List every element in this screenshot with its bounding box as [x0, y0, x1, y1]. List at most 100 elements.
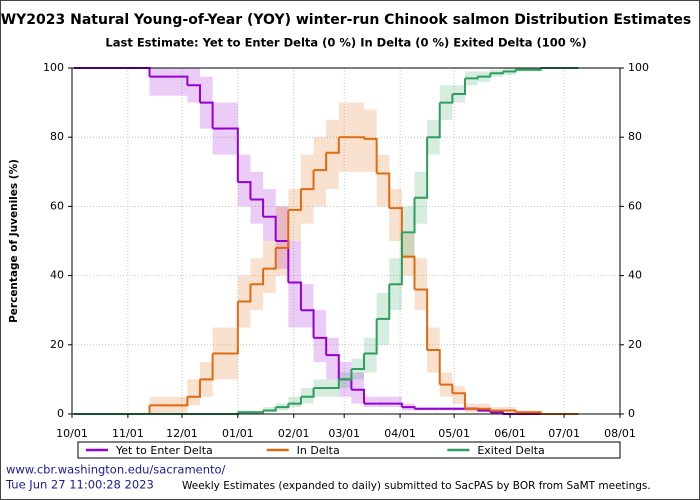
step-line — [326, 137, 340, 154]
footer-url: www.cbr.washington.edu/sacramento/ — [6, 463, 226, 477]
uncertainty-band — [376, 154, 390, 207]
step-line — [225, 127, 239, 183]
y-tick-label: 100 — [43, 61, 64, 74]
step-line — [439, 383, 454, 394]
uncertainty-band — [174, 68, 188, 96]
x-tick-label: 12/01 — [166, 427, 198, 440]
x-tick-label: 01/01 — [222, 427, 254, 440]
step-line — [187, 84, 201, 103]
step-line — [401, 197, 416, 234]
x-tick-label: 04/01 — [384, 427, 416, 440]
step-line — [288, 281, 302, 311]
step-line — [288, 189, 302, 211]
uncertainty-band — [263, 189, 276, 241]
step-line — [225, 301, 239, 355]
step-line — [263, 247, 277, 270]
step-line — [326, 354, 340, 380]
step-line — [364, 318, 378, 355]
step-line — [313, 336, 328, 356]
step-line — [174, 396, 189, 407]
y-tick-label: 60 — [50, 199, 64, 212]
step-line — [477, 73, 492, 78]
y2-tick-label: 60 — [628, 199, 642, 212]
step-line — [275, 403, 290, 409]
step-line — [502, 69, 517, 73]
uncertainty-band — [376, 396, 390, 408]
step-line — [414, 137, 429, 199]
step-line — [439, 93, 454, 104]
y2-tick-label: 80 — [628, 130, 642, 143]
uncertainty-band — [326, 119, 339, 190]
step-line — [389, 402, 403, 408]
step-line — [250, 198, 265, 217]
x-tick-label: 11/01 — [112, 427, 144, 440]
uncertainty-band — [401, 234, 415, 276]
legend-label: Yet to Enter Delta — [115, 444, 213, 457]
step-line — [427, 102, 441, 139]
legend-label: Exited Delta — [477, 444, 544, 457]
step-line — [300, 170, 315, 191]
uncertainty-band — [364, 109, 377, 172]
uncertainty-band — [263, 241, 276, 293]
uncertainty-band — [250, 171, 264, 224]
y-axis-label: Percentage of Juveniles (%) — [8, 159, 20, 323]
uncertainty-band — [162, 68, 175, 96]
step-line — [288, 396, 302, 405]
uncertainty-band — [288, 396, 301, 408]
uncertainty-band — [351, 372, 365, 404]
step-line — [427, 348, 441, 385]
uncertainty-band — [389, 396, 402, 408]
step-line — [313, 152, 328, 172]
plot-border — [71, 67, 621, 415]
x-tick-label: 03/01 — [328, 427, 360, 440]
step-line — [199, 353, 214, 381]
uncertainty-band — [300, 284, 314, 328]
step-line — [452, 392, 466, 409]
uncertainty-band — [389, 189, 402, 241]
step-line — [338, 369, 353, 381]
step-line — [376, 172, 391, 209]
step-line — [237, 284, 252, 303]
uncertainty-band — [364, 396, 377, 408]
step-line — [528, 411, 542, 414]
uncertainty-band — [288, 241, 301, 328]
step-line — [237, 181, 252, 200]
y-tick-label: 20 — [50, 338, 64, 351]
x-tick-label: 06/01 — [494, 427, 526, 440]
step-line — [351, 353, 366, 371]
step-line — [528, 68, 542, 71]
step-line — [401, 255, 416, 290]
y-tick-label: 0 — [57, 407, 64, 420]
chart-title: WY2023 Natural Young-of-Year (YOY) winte… — [1, 12, 692, 28]
y-tick-label: 40 — [50, 269, 64, 282]
step-line — [187, 379, 201, 398]
step-line — [300, 388, 315, 398]
uncertainty-band — [149, 68, 163, 96]
step-line — [452, 78, 466, 95]
uncertainty-band — [275, 206, 289, 269]
x-tick-label: 05/01 — [438, 427, 470, 440]
x-tick-label: 08/01 — [604, 427, 636, 440]
legend-label: In Delta — [297, 444, 340, 457]
chart-subtitle: Last Estimate: Yet to Enter Delta (0 %) … — [105, 36, 586, 50]
y2-tick-label: 0 — [628, 407, 635, 420]
y-tick-label: 80 — [50, 130, 64, 143]
uncertainty-band — [326, 337, 339, 380]
step-line — [263, 215, 277, 241]
step-line — [275, 209, 290, 249]
step-line — [250, 268, 265, 286]
uncertainty-band — [187, 379, 200, 406]
footer-timestamp: Tue Jun 27 11:00:28 2023 — [5, 478, 154, 492]
x-tick-label: 02/01 — [278, 427, 310, 440]
x-tick-label: 10/01 — [56, 427, 88, 440]
uncertainty-band — [364, 337, 377, 373]
step-line — [414, 288, 429, 350]
step-line — [351, 388, 366, 404]
legend — [77, 441, 621, 459]
step-line — [174, 75, 189, 86]
footer-note: Weekly Estimates (expanded to daily) sub… — [182, 480, 651, 492]
uncertainty-band — [414, 258, 428, 311]
